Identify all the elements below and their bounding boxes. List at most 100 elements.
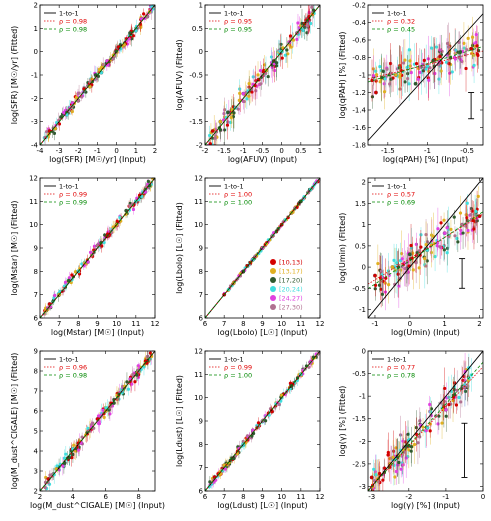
data-point (466, 228, 470, 233)
data-point (42, 312, 46, 316)
x-tick-label: 1 (134, 147, 138, 155)
data-point (438, 54, 442, 59)
data-point (80, 262, 84, 266)
data-point (130, 382, 134, 386)
data-point (461, 231, 465, 235)
panel-gamma: -3 -2 -1 0 -3 -2.5 -2 -1.5 -1 -0.5 0 log(γ) [%] (In… (338, 348, 485, 511)
data-point (431, 58, 435, 62)
data-point (383, 466, 387, 470)
legend: 1-to-1ρ = 0.95ρ = 0.95 (209, 10, 252, 34)
data-point (442, 231, 447, 236)
legend: 1-to-1ρ = 0.96ρ = 0.98 (44, 356, 87, 380)
y-tick-label: -0.8 (352, 54, 366, 62)
data-point (61, 464, 65, 468)
data-point (213, 136, 217, 140)
data-point (102, 415, 106, 420)
x-tick-label: -0.5 (256, 147, 270, 155)
data-point (407, 448, 411, 452)
y-tick-label: -2 (31, 95, 38, 103)
fit-line-red (368, 366, 483, 491)
y-tick-label: 6 (34, 408, 39, 416)
x-tick-label: 9 (95, 320, 99, 328)
legend: 1-to-1ρ = 0.57ρ = 0.69 (372, 183, 415, 207)
data-point (409, 449, 413, 453)
legend: 1-to-1ρ = 1.00ρ = 1.00 (209, 183, 252, 207)
data-point (403, 450, 407, 454)
y-axis-title: log(Umin) (Fitted) (338, 213, 347, 284)
legend: 1-to-1ρ = 0.98ρ = 0.98 (44, 10, 87, 34)
data-point (264, 242, 269, 246)
legend-one-to-one: 1-to-1 (59, 10, 79, 18)
y-tick-label: 10 (194, 394, 203, 402)
legend: 1-to-1ρ = 0.77ρ = 0.78 (372, 356, 415, 380)
data-point (463, 389, 468, 393)
bin-marker (270, 304, 276, 310)
x-tick-label: 4 (71, 493, 76, 501)
x-tick-label: -1 (424, 147, 431, 155)
legend-rho-green: ρ = 0.78 (387, 372, 415, 380)
data-point (124, 212, 128, 216)
data-point (408, 59, 412, 63)
axes-frame (367, 177, 484, 319)
data-point (476, 194, 480, 198)
y-tick-label: -2.5 (352, 460, 366, 468)
plot-area (368, 13, 483, 142)
data-point (419, 245, 423, 249)
y-tick-label: 9 (34, 245, 38, 253)
data-point (374, 90, 378, 95)
data-point (474, 32, 478, 37)
plot-area (205, 351, 320, 491)
plot-area (40, 5, 155, 145)
bin-marker (270, 277, 276, 283)
data-point (374, 473, 378, 477)
data-point (281, 220, 285, 224)
x-axis-title: log(SFR) [M☉/yr] (Input) (49, 155, 146, 164)
legend-rho-red: ρ = 0.98 (59, 18, 87, 26)
data-point (442, 218, 446, 222)
data-point (48, 473, 52, 477)
y-tick-label: 12 (194, 175, 203, 183)
y-tick-label: 7 (34, 388, 38, 396)
data-point (414, 425, 418, 430)
data-point (142, 365, 146, 369)
data-point (225, 123, 230, 127)
data-point (138, 22, 142, 26)
fit-line-green (205, 5, 320, 145)
data-point (148, 351, 153, 355)
data-point (453, 57, 457, 61)
legend-rho-green: ρ = 0.69 (387, 199, 415, 207)
panel-mdust: 2 4 6 8 2 3 4 5 6 7 8 9 log(M_dust^CIGALE) [M☉] (Inp… (10, 348, 165, 511)
bin-label: [20,24) (279, 286, 303, 294)
y-tick-label: -1 (359, 72, 366, 80)
data-point (108, 405, 112, 409)
data-point (394, 446, 398, 450)
x-tick-label: 8 (76, 320, 80, 328)
data-point (222, 111, 226, 116)
x-axis-title: log(AFUV) (Input) (228, 155, 297, 164)
data-point (258, 68, 263, 73)
fit-line-green (40, 5, 155, 145)
fit-line-green (368, 211, 483, 290)
y-axis-title: log(M_dust^CIGALE) [M☉] (Fitted) (10, 353, 19, 490)
data-point (425, 240, 430, 244)
x-tick-label: 1 (442, 320, 446, 328)
y-tick-label: 12 (29, 175, 38, 183)
data-point (459, 228, 463, 233)
legend-rho-red: ρ = 0.95 (224, 18, 252, 26)
data-point (464, 66, 468, 71)
bin-label: [24,27) (279, 295, 303, 303)
data-point (208, 133, 212, 138)
data-point (310, 5, 314, 9)
data-point (423, 256, 427, 261)
data-point (62, 456, 67, 460)
one-to-one-line (368, 13, 483, 142)
data-point (374, 79, 378, 83)
legend-one-to-one: 1-to-1 (59, 356, 79, 364)
x-tick-label: 2 (477, 320, 481, 328)
data-point (134, 24, 139, 29)
data-point (378, 80, 382, 84)
axes-frame (367, 350, 484, 492)
data-point (236, 107, 240, 111)
data-point (45, 130, 49, 134)
data-point (247, 94, 251, 98)
